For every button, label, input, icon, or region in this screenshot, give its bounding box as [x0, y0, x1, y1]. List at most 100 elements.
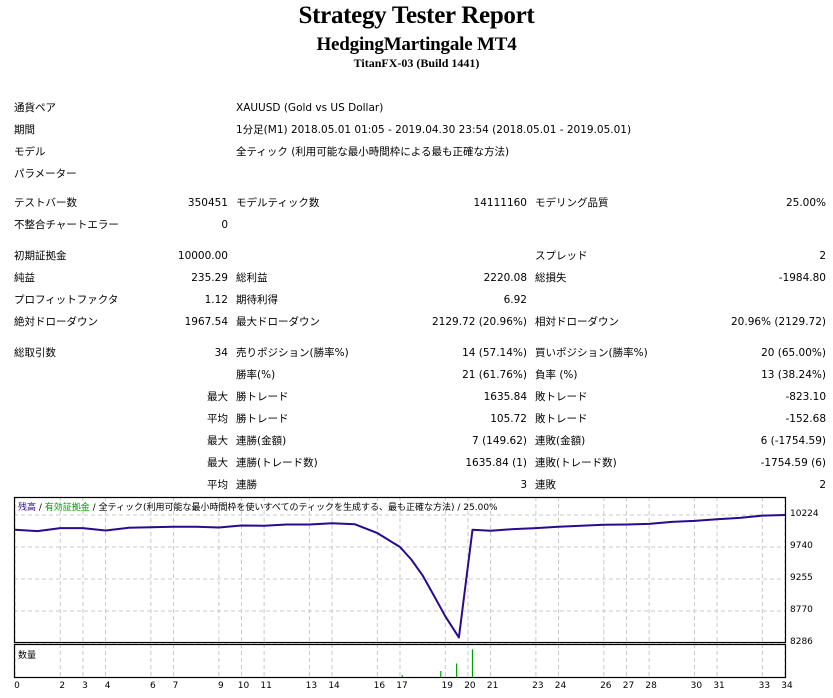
y-axis-tick: 8770: [790, 605, 813, 616]
x-axis-tick: 14: [328, 681, 340, 691]
x-axis-tick: 10: [237, 681, 250, 691]
x-axis-tick: 34: [781, 681, 793, 691]
gross-profit-value: 2220.08: [483, 272, 527, 284]
mismatch-label: 不整合チャートエラー: [14, 219, 119, 231]
max-consec-losses-money-value: 6 (-1754.59): [760, 435, 826, 447]
ticks-value: 14111160: [473, 197, 527, 209]
symbol-label: 通貨ペア: [14, 102, 56, 114]
row-prefix: 最大: [207, 457, 228, 469]
row-prefix: 最大: [207, 435, 228, 447]
long-positions-label: 買いポジション(勝率%): [535, 347, 648, 359]
ea-name: HedgingMartingale MT4: [316, 34, 517, 55]
largest-loss-value: -823.10: [785, 391, 826, 403]
gross-loss-label: 総損失: [535, 272, 567, 284]
balance-chart-plot: [13, 496, 787, 679]
avg-win-value: 105.72: [490, 413, 527, 425]
model-label: モデル: [14, 146, 46, 158]
avg-win-label: 勝トレード: [236, 413, 289, 425]
x-axis-tick: 27: [622, 681, 635, 691]
x-axis-tick: 26: [600, 681, 612, 691]
abs-drawdown-label: 絶対ドローダウン: [14, 316, 98, 328]
profit-factor-label: プロフィットファクタ: [14, 294, 119, 306]
loss-rate-value: 13 (38.24%): [761, 369, 826, 381]
x-axis-tick: 2: [59, 681, 66, 691]
x-axis-tick: 13: [305, 681, 318, 691]
x-axis-tick: 19: [441, 681, 454, 691]
max-consec-wins-count-label: 連勝(トレード数): [236, 457, 318, 469]
balance-chart: 残高 / 有効証拠金 / 全ティック(利用可能な最小時間枠を使いすべてのティック…: [13, 496, 787, 679]
bars-value: 350451: [187, 197, 228, 209]
x-axis-tick: 30: [690, 681, 703, 691]
x-axis-tick: 9: [217, 681, 224, 691]
max-consec-wins-count-value: 1635.84 (1): [465, 457, 527, 469]
quality-label: モデリング品質: [535, 197, 609, 209]
net-profit-value: 235.29: [191, 272, 228, 284]
spread-value: 2: [819, 250, 826, 262]
params-label: パラメーター: [14, 168, 77, 180]
spread-label: スプレッド: [535, 250, 588, 262]
max-consec-wins-money-value: 7 (149.62): [472, 435, 527, 447]
x-axis-tick: 24: [554, 681, 567, 691]
avg-consec-losses-value: 2: [819, 479, 826, 491]
x-axis-tick: 21: [486, 681, 499, 691]
legend-separator: /: [454, 503, 464, 513]
x-axis-tick: 23: [532, 681, 544, 691]
y-axis-tick: 9255: [790, 573, 813, 583]
expected-payoff-value: 6.92: [503, 294, 527, 306]
x-axis-tick: 33: [758, 681, 771, 691]
loss-rate-label: 負率 (%): [535, 369, 578, 381]
avg-loss-value: -152.68: [785, 413, 826, 425]
x-axis-tick: 16: [373, 681, 386, 691]
avg-loss-label: 敗トレード: [535, 413, 588, 425]
x-axis-tick: 3: [82, 681, 88, 691]
rel-drawdown-value: 20.96% (2129.72): [731, 316, 826, 328]
avg-consec-wins-label: 連勝: [236, 479, 257, 491]
volume-label: 数量: [18, 651, 37, 661]
period-label: 期間: [14, 124, 35, 136]
chart-legend: 残高 / 有効証拠金 / 全ティック(利用可能な最小時間枠を使いすべてのティック…: [18, 500, 498, 513]
model-value: 全ティック (利用可能な最小時間枠による最も正確な方法): [236, 146, 510, 158]
largest-loss-label: 敗トレード: [535, 391, 588, 403]
win-rate-value: 21 (61.76%): [462, 369, 527, 381]
x-axis-tick: 31: [713, 681, 725, 691]
profit-factor-value: 1.12: [204, 294, 228, 306]
y-axis-tick: 9740: [790, 540, 813, 551]
legend-separator: /: [36, 503, 45, 513]
x-axis-tick: 11: [260, 681, 272, 691]
max-consec-wins-money-label: 連勝(金額): [236, 435, 287, 447]
y-axis-tick: 8286: [790, 637, 813, 647]
legend-separator: /: [89, 503, 99, 513]
legend-balance: 残高: [18, 503, 37, 513]
x-axis-tick: 4: [104, 681, 111, 691]
x-axis-tick: 7: [172, 681, 179, 691]
x-axis-tick: 0: [14, 681, 20, 691]
largest-win-label: 勝トレード: [236, 391, 289, 403]
period-value: 1分足(M1) 2018.05.01 01:05 - 2019.04.30 23…: [236, 124, 632, 136]
short-positions-value: 14 (57.14%): [462, 347, 527, 359]
quality-value: 25.00%: [785, 197, 826, 209]
row-prefix: 平均: [207, 479, 228, 491]
x-axis-tick: 20: [464, 681, 476, 691]
deposit-value: 10000.00: [177, 250, 228, 262]
mismatch-value: 0: [221, 219, 228, 231]
x-axis-tick: 17: [396, 681, 408, 691]
gross-loss-value: -1984.80: [778, 272, 826, 284]
server-build: TitanFX-03 (Build 1441): [353, 56, 480, 70]
gross-profit-label: 総利益: [236, 272, 268, 284]
legend-equity: 有効証拠金: [44, 503, 90, 513]
long-positions-value: 20 (65.00%): [761, 347, 826, 359]
largest-win-value: 1635.84: [483, 391, 527, 403]
avg-consec-wins-value: 3: [520, 479, 527, 491]
legend-quality: 25.00%: [463, 503, 498, 513]
x-axis-tick: 6: [150, 681, 156, 691]
total-trades-value: 34: [214, 347, 228, 359]
net-profit-label: 純益: [14, 272, 35, 284]
bars-label: テストバー数: [14, 197, 77, 209]
max-consec-losses-money-label: 連敗(金額): [535, 435, 586, 447]
max-drawdown-value: 2129.72 (20.96%): [432, 316, 527, 328]
deposit-label: 初期証拠金: [14, 250, 67, 262]
max-consec-losses-count-value: -1754.59 (6): [760, 457, 826, 469]
row-prefix: 最大: [207, 391, 228, 403]
max-consec-losses-count-label: 連敗(トレード数): [535, 457, 617, 469]
y-axis-tick: 10224: [790, 509, 819, 519]
